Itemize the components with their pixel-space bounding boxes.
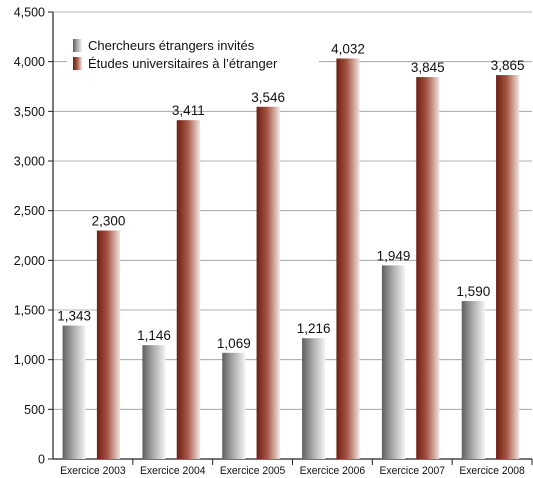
legend-swatch bbox=[73, 39, 82, 52]
legend-swatch bbox=[73, 57, 82, 70]
x-tick-label: Exercice 2005 bbox=[220, 465, 285, 477]
y-tick-label: 500 bbox=[24, 403, 45, 417]
bar bbox=[416, 77, 440, 460]
bar bbox=[96, 230, 121, 459]
bar bbox=[461, 301, 485, 459]
bar bbox=[381, 265, 406, 459]
bar bbox=[256, 106, 280, 459]
bar bbox=[142, 345, 166, 459]
axes: 0 500 1,000 1,500 2,000 2,500 3,000 3,500 4,000 4… bbox=[14, 6, 533, 477]
legend-label: Études universitaires à l’étranger bbox=[88, 56, 278, 71]
data-label: 3,411 bbox=[172, 103, 205, 118]
y-tick-label: 3,500 bbox=[14, 105, 45, 119]
bar bbox=[336, 58, 360, 459]
data-label: 1,146 bbox=[137, 328, 171, 343]
y-tick-label: 2,000 bbox=[14, 254, 45, 268]
data-label: 3,865 bbox=[491, 58, 525, 73]
data-label: 1,343 bbox=[57, 309, 91, 324]
data-label: 3,546 bbox=[251, 90, 285, 105]
y-tick-label: 3,000 bbox=[14, 155, 45, 169]
bars bbox=[62, 58, 520, 460]
x-tick-label: Exercice 2007 bbox=[380, 465, 445, 477]
y-tick-label: 2,500 bbox=[14, 204, 45, 218]
y-tick-label: 1,000 bbox=[14, 353, 45, 367]
data-label: 1,216 bbox=[297, 321, 331, 336]
x-tick-label: Exercice 2006 bbox=[300, 465, 365, 477]
bar bbox=[62, 325, 86, 459]
y-tick-label: 4,500 bbox=[14, 6, 45, 20]
y-tick-label: 0 bbox=[38, 453, 45, 467]
y-tick-label: 1,500 bbox=[14, 304, 45, 318]
data-labels: 1,343 2,300 1,146 3,411 1,069 3,546 1,216 4,032… bbox=[57, 41, 524, 350]
data-label: 4,032 bbox=[331, 41, 365, 56]
data-label: 1,590 bbox=[456, 284, 490, 299]
bar bbox=[222, 352, 246, 459]
data-label: 1,949 bbox=[377, 248, 411, 263]
bar bbox=[496, 75, 520, 460]
data-label: 1,069 bbox=[217, 336, 251, 351]
x-tick-label: Exercice 2004 bbox=[140, 465, 205, 477]
bar bbox=[176, 120, 200, 459]
legend-label: Chercheurs étrangers invités bbox=[88, 38, 255, 53]
data-label: 2,300 bbox=[92, 214, 126, 229]
data-label: 3,845 bbox=[411, 60, 445, 75]
y-tick-label: 4,000 bbox=[14, 55, 45, 69]
legend: Chercheurs étrangers invités Études unive… bbox=[67, 36, 319, 76]
gridlines bbox=[53, 11, 532, 410]
x-tick-label: Exercice 2003 bbox=[60, 465, 125, 477]
x-tick-label: Exercice 2008 bbox=[459, 465, 524, 477]
bar bbox=[302, 338, 326, 459]
legend-background bbox=[67, 36, 319, 76]
